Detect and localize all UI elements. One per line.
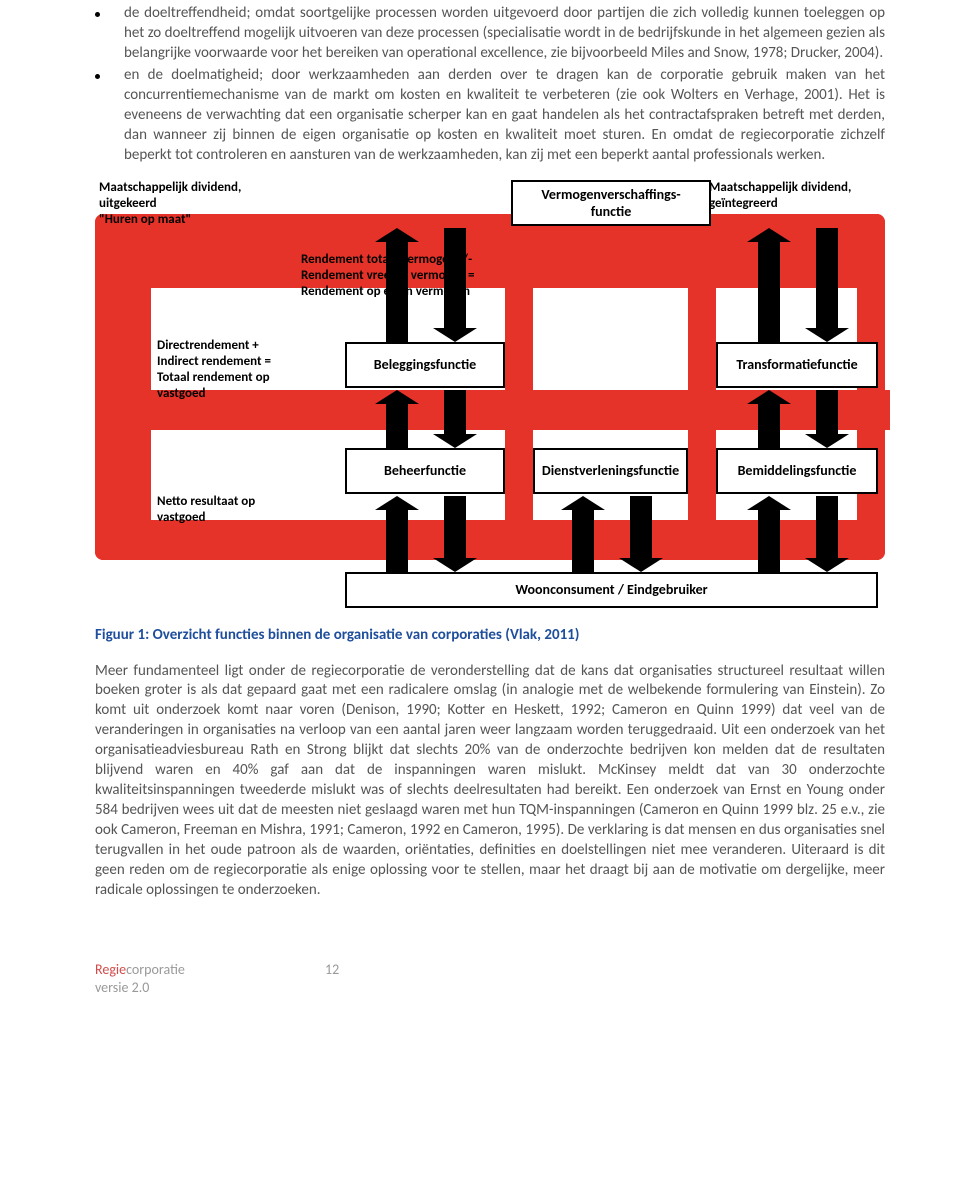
arrow-down-icon [433, 496, 477, 572]
functions-diagram: Maatschappelijk dividend, uitgekeerd "Hu… [95, 180, 885, 610]
arrow-down-icon [805, 390, 849, 448]
label-direct: Directrendement + Indirect rendement = T… [157, 338, 303, 403]
arrow-up-icon [375, 390, 419, 448]
box-vermogen: Vermogenverschaffings- functie [511, 180, 711, 226]
bullet-icon [95, 74, 100, 79]
footer-title-red: Regie [95, 961, 126, 978]
bullet-text: de doeltreffendheid; omdat soortgelijke … [124, 4, 885, 64]
box-woonconsument: Woonconsument / Eindgebruiker [345, 572, 878, 608]
label-md-geintegreerd: Maatschappelijk dividend, geïntegreerd [709, 180, 885, 213]
arrow-up-icon [747, 390, 791, 448]
arrow-up-icon [561, 496, 605, 572]
footer-page-number: 12 [325, 961, 339, 997]
footer-title: Regiecorporatie [95, 961, 325, 979]
bullet-text: en de doelmatigheid; door werkzaamheden … [124, 66, 885, 166]
box-beheer: Beheerfunctie [345, 448, 505, 494]
label-md-uitgekeerd: Maatschappelijk dividend, uitgekeerd "Hu… [99, 180, 271, 229]
label-netto: Netto resultaat op vastgoed [157, 494, 297, 527]
label-rendement: Rendement totaal vermogen -/- Rendement … [301, 252, 507, 301]
box-transformatie: Transformatiefunctie [716, 342, 878, 388]
box-bemiddeling: Bemiddelingsfunctie [716, 448, 878, 494]
bullet-icon [95, 12, 100, 17]
list-item: de doeltreffendheid; omdat soortgelijke … [95, 4, 885, 64]
figure-caption: Figuur 1: Overzicht functies binnen de o… [95, 626, 885, 644]
arrow-up-icon [375, 496, 419, 572]
arrow-down-icon [805, 228, 849, 342]
arrow-up-icon [747, 228, 791, 342]
arrow-up-icon [747, 496, 791, 572]
list-item: en de doelmatigheid; door werkzaamheden … [95, 66, 885, 166]
box-dienstverlening: Dienstverleningsfunctie [533, 448, 688, 494]
bullet-list: de doeltreffendheid; omdat soortgelijke … [95, 4, 885, 166]
footer-version: versie 2.0 [95, 979, 325, 997]
page-footer: Regiecorporatie versie 2.0 12 [95, 961, 885, 997]
body-paragraph: Meer fundamenteel ligt onder de regiecor… [95, 662, 885, 901]
red-band [95, 214, 151, 560]
arrow-down-icon [433, 390, 477, 448]
arrow-down-icon [619, 496, 663, 572]
arrow-down-icon [805, 496, 849, 572]
box-belegging: Beleggingsfunctie [345, 342, 505, 388]
footer-title-grey: corporatie [126, 961, 185, 978]
